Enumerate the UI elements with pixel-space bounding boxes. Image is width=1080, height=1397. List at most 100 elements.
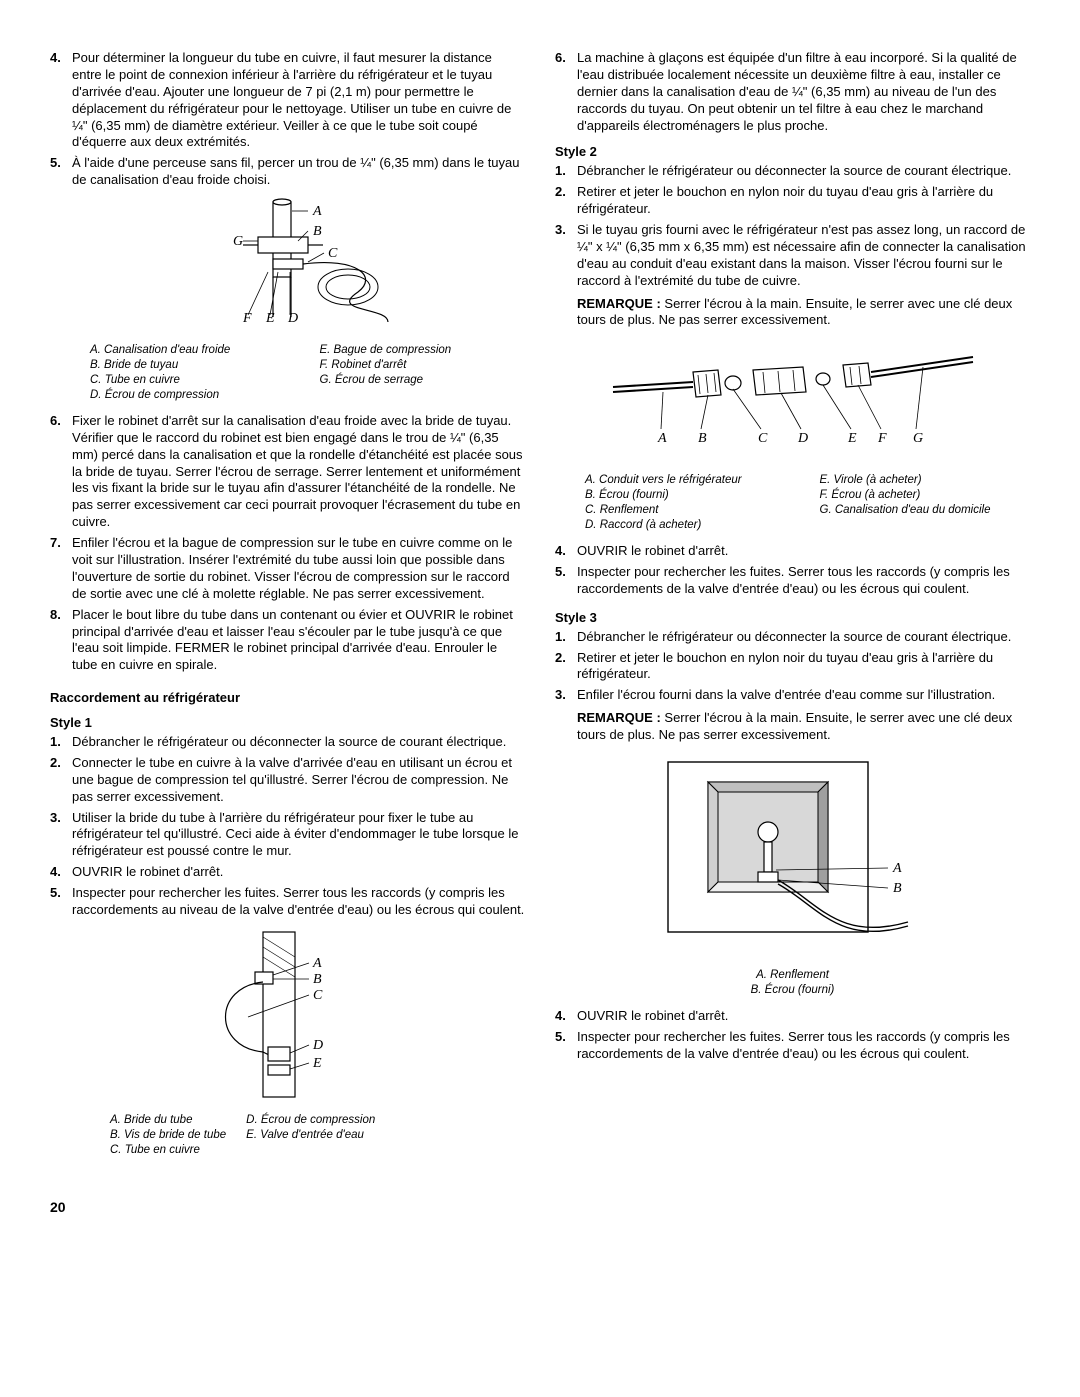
svg-text:B: B: [893, 881, 902, 896]
svg-text:E: E: [847, 431, 857, 446]
legend-item: F. Robinet d'arrêt: [320, 358, 526, 373]
list-item: 5.Inspecter pour rechercher les fuites. …: [555, 1029, 1030, 1063]
svg-text:D: D: [287, 311, 298, 326]
remarque-style3: REMARQUE : Serrer l'écrou à la main. Ens…: [577, 710, 1030, 744]
item-number: 6.: [50, 413, 72, 531]
legend-col: E. Bague de compression F. Robinet d'arr…: [320, 343, 526, 403]
svg-text:A: A: [657, 431, 667, 446]
item-number: 3.: [50, 810, 72, 861]
legend-item: E. Bague de compression: [320, 343, 526, 358]
legend-col: D. Écrou de compression E. Valve d'entré…: [246, 1113, 375, 1158]
legend-item: C. Tube en cuivre: [90, 373, 296, 388]
item-number: 5.: [50, 885, 72, 919]
figure-4-legend: A. Renflement B. Écrou (fourni): [555, 968, 1030, 998]
legend-col: A. Bride du tube B. Vis de bride de tube…: [110, 1113, 226, 1158]
legend-item: G. Canalisation d'eau du domicile: [820, 503, 1031, 518]
item-text: Inspecter pour rechercher les fuites. Se…: [72, 885, 525, 919]
legend-item: D. Écrou de compression: [90, 388, 296, 403]
list-item: 3.Utiliser la bride du tube à l'arrière …: [50, 810, 525, 861]
item-number: 7.: [50, 535, 72, 603]
style1-list: 1.Débrancher le réfrigérateur ou déconne…: [50, 734, 525, 919]
remarque-style2: REMARQUE : Serrer l'écrou à la main. Ens…: [577, 296, 1030, 330]
svg-text:A: A: [312, 204, 322, 219]
list-item: 5.Inspecter pour rechercher les fuites. …: [555, 564, 1030, 598]
item-text: Pour déterminer la longueur du tube en c…: [72, 50, 525, 151]
svg-text:C: C: [758, 431, 768, 446]
right-column: 6.La machine à glaçons est équipée d'un …: [555, 50, 1030, 1168]
style3-list-4-5: 4.OUVRIR le robinet d'arrêt. 5.Inspecter…: [555, 1008, 1030, 1063]
item-number: 5.: [555, 564, 577, 598]
figure-coupling: A B C D E F G: [555, 337, 1030, 467]
list-item: 7.Enfiler l'écrou et la bague de compres…: [50, 535, 525, 603]
list-item: 3.Si le tuyau gris fourni avec le réfrig…: [555, 222, 1030, 290]
item-number: 6.: [555, 50, 577, 134]
svg-text:A: A: [312, 956, 322, 971]
item-text: Inspecter pour rechercher les fuites. Se…: [577, 1029, 1030, 1063]
item-text: Enfiler l'écrou et la bague de compressi…: [72, 535, 525, 603]
svg-text:C: C: [313, 988, 323, 1003]
item-text: Inspecter pour rechercher les fuites. Se…: [577, 564, 1030, 598]
remarque-label: REMARQUE :: [577, 296, 661, 311]
item-text: Débrancher le réfrigérateur ou déconnect…: [577, 629, 1030, 646]
list-item: 5.À l'aide d'une perceuse sans fil, perc…: [50, 155, 525, 189]
item-number: 4.: [555, 1008, 577, 1025]
item-text: OUVRIR le robinet d'arrêt.: [577, 1008, 1030, 1025]
legend-item: B. Vis de bride de tube: [110, 1128, 226, 1143]
svg-text:E: E: [312, 1056, 322, 1071]
legend-item: B. Écrou (fourni): [555, 983, 1030, 998]
figure-1-legend: A. Canalisation d'eau froide B. Bride de…: [50, 343, 525, 403]
item-number: 5.: [50, 155, 72, 189]
list-item-6: 6.La machine à glaçons est équipée d'un …: [555, 50, 1030, 134]
item-text: Débrancher le réfrigérateur ou déconnect…: [72, 734, 525, 751]
item-number: 3.: [555, 222, 577, 290]
style2-list-1-3: 1.Débrancher le réfrigérateur ou déconne…: [555, 163, 1030, 289]
svg-text:B: B: [313, 972, 322, 987]
legend-item: G. Écrou de serrage: [320, 373, 526, 388]
list-items-4-5: 4.Pour déterminer la longueur du tube en…: [50, 50, 525, 189]
list-item: 1.Débrancher le réfrigérateur ou déconne…: [50, 734, 525, 751]
legend-col: E. Virole (à acheter) F. Écrou (à achete…: [820, 473, 1031, 533]
list-item: 1.Débrancher le réfrigérateur ou déconne…: [555, 629, 1030, 646]
figure-3-legend: A. Conduit vers le réfrigérateur B. Écro…: [555, 473, 1030, 533]
figure-2-legend: A. Bride du tube B. Vis de bride de tube…: [50, 1113, 525, 1158]
list-items-6-8: 6.Fixer le robinet d'arrêt sur la canali…: [50, 413, 525, 674]
item-number: 1.: [555, 629, 577, 646]
item-text: Connecter le tube en cuivre à la valve d…: [72, 755, 525, 806]
legend-item: C. Renflement: [585, 503, 796, 518]
item-text: Si le tuyau gris fourni avec le réfrigér…: [577, 222, 1030, 290]
legend-col: A. Conduit vers le réfrigérateur B. Écro…: [585, 473, 796, 533]
legend-item: D. Écrou de compression: [246, 1113, 375, 1128]
legend-item: E. Virole (à acheter): [820, 473, 1031, 488]
svg-text:G: G: [913, 431, 923, 446]
item-text: Débrancher le réfrigérateur ou déconnect…: [577, 163, 1030, 180]
svg-text:F: F: [877, 431, 887, 446]
list-item: 4.OUVRIR le robinet d'arrêt.: [50, 864, 525, 881]
list-item: 2.Retirer et jeter le bouchon en nylon n…: [555, 650, 1030, 684]
raccordement-heading: Raccordement au réfrigérateur: [50, 690, 525, 707]
figure-wall-box: A B: [555, 752, 1030, 962]
style1-heading: Style 1: [50, 715, 525, 732]
item-number: 4.: [555, 543, 577, 560]
legend-item: A. Canalisation d'eau froide: [90, 343, 296, 358]
legend-item: A. Renflement: [555, 968, 1030, 983]
legend-item: C. Tube en cuivre: [110, 1143, 226, 1158]
figure-pipe-clamp: A B C G F E D: [50, 197, 525, 337]
item-number: 3.: [555, 687, 577, 704]
two-column-layout: 4. Pour déterminer la longueur du tube en…: [50, 50, 1030, 1168]
item-number: 1.: [555, 163, 577, 180]
legend-item: B. Écrou (fourni): [585, 488, 796, 503]
svg-text:F: F: [242, 311, 252, 326]
list-item: 4.OUVRIR le robinet d'arrêt.: [555, 543, 1030, 560]
list-item: 6.Fixer le robinet d'arrêt sur la canali…: [50, 413, 525, 531]
item-text: Fixer le robinet d'arrêt sur la canalisa…: [72, 413, 525, 531]
svg-text:B: B: [698, 431, 707, 446]
item-text: Placer le bout libre du tube dans un con…: [72, 607, 525, 675]
svg-text:D: D: [312, 1038, 323, 1053]
list-item: 8.Placer le bout libre du tube dans un c…: [50, 607, 525, 675]
item-number: 2.: [555, 184, 577, 218]
svg-text:D: D: [797, 431, 808, 446]
legend-item: F. Écrou (à acheter): [820, 488, 1031, 503]
legend-item: E. Valve d'entrée d'eau: [246, 1128, 375, 1143]
figure-refrigerator-back: A B C D E: [50, 927, 525, 1107]
item-number: 2.: [555, 650, 577, 684]
